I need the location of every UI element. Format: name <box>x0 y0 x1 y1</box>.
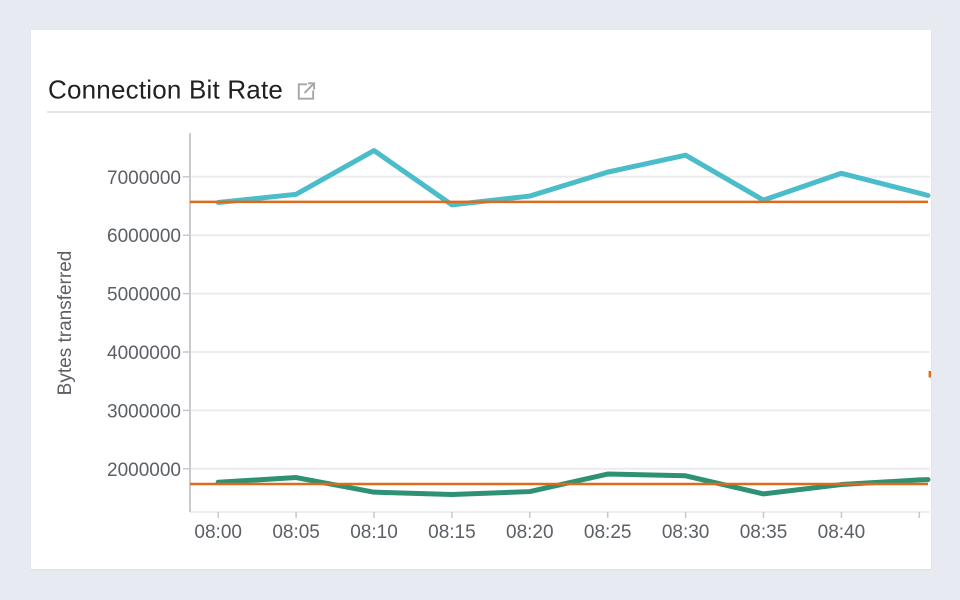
x-axis-ticks: 08:00 08:05 08:10 08:15 08:20 08:25 08:30 08:35… <box>194 512 921 543</box>
chart-svg: 2000000 3000000 4000000 5000000 6000000 70000… <box>55 133 931 543</box>
x-tick-label: 08:10 <box>350 522 398 543</box>
x-tick-label: 08:25 <box>584 522 632 543</box>
gridlines <box>190 175 930 470</box>
chart-card: Connection Bit Rate 2000000 3000000 400000… <box>31 30 931 569</box>
x-tick-label: 08:00 <box>194 522 242 543</box>
x-tick-label: 08:30 <box>662 522 710 543</box>
legend-swatch-clipped <box>928 371 931 378</box>
x-tick-label: 08:20 <box>506 522 554 543</box>
y-tick-label: 7000000 <box>107 168 181 189</box>
chart-header: Connection Bit Rate <box>48 75 317 106</box>
y-tick-label: 4000000 <box>107 343 181 364</box>
y-tick-label: 3000000 <box>107 401 181 422</box>
external-link-icon[interactable] <box>294 80 317 103</box>
x-tick-label: 08:05 <box>272 522 320 543</box>
header-divider <box>47 111 931 113</box>
y-tick-label: 5000000 <box>107 285 181 306</box>
series-line-bytes-transferred-upper <box>215 148 931 208</box>
y-tick-label: 2000000 <box>107 460 181 481</box>
y-tick-label: 6000000 <box>107 226 181 247</box>
chart-title: Connection Bit Rate <box>48 74 284 105</box>
y-axis-ticks: 2000000 3000000 4000000 5000000 6000000 70000… <box>107 168 190 481</box>
x-tick-label: 08:40 <box>818 522 866 543</box>
y-axis-title: Bytes transferred <box>55 251 76 396</box>
x-tick-label: 08:15 <box>428 522 476 543</box>
x-tick-label: 08:35 <box>740 522 788 543</box>
